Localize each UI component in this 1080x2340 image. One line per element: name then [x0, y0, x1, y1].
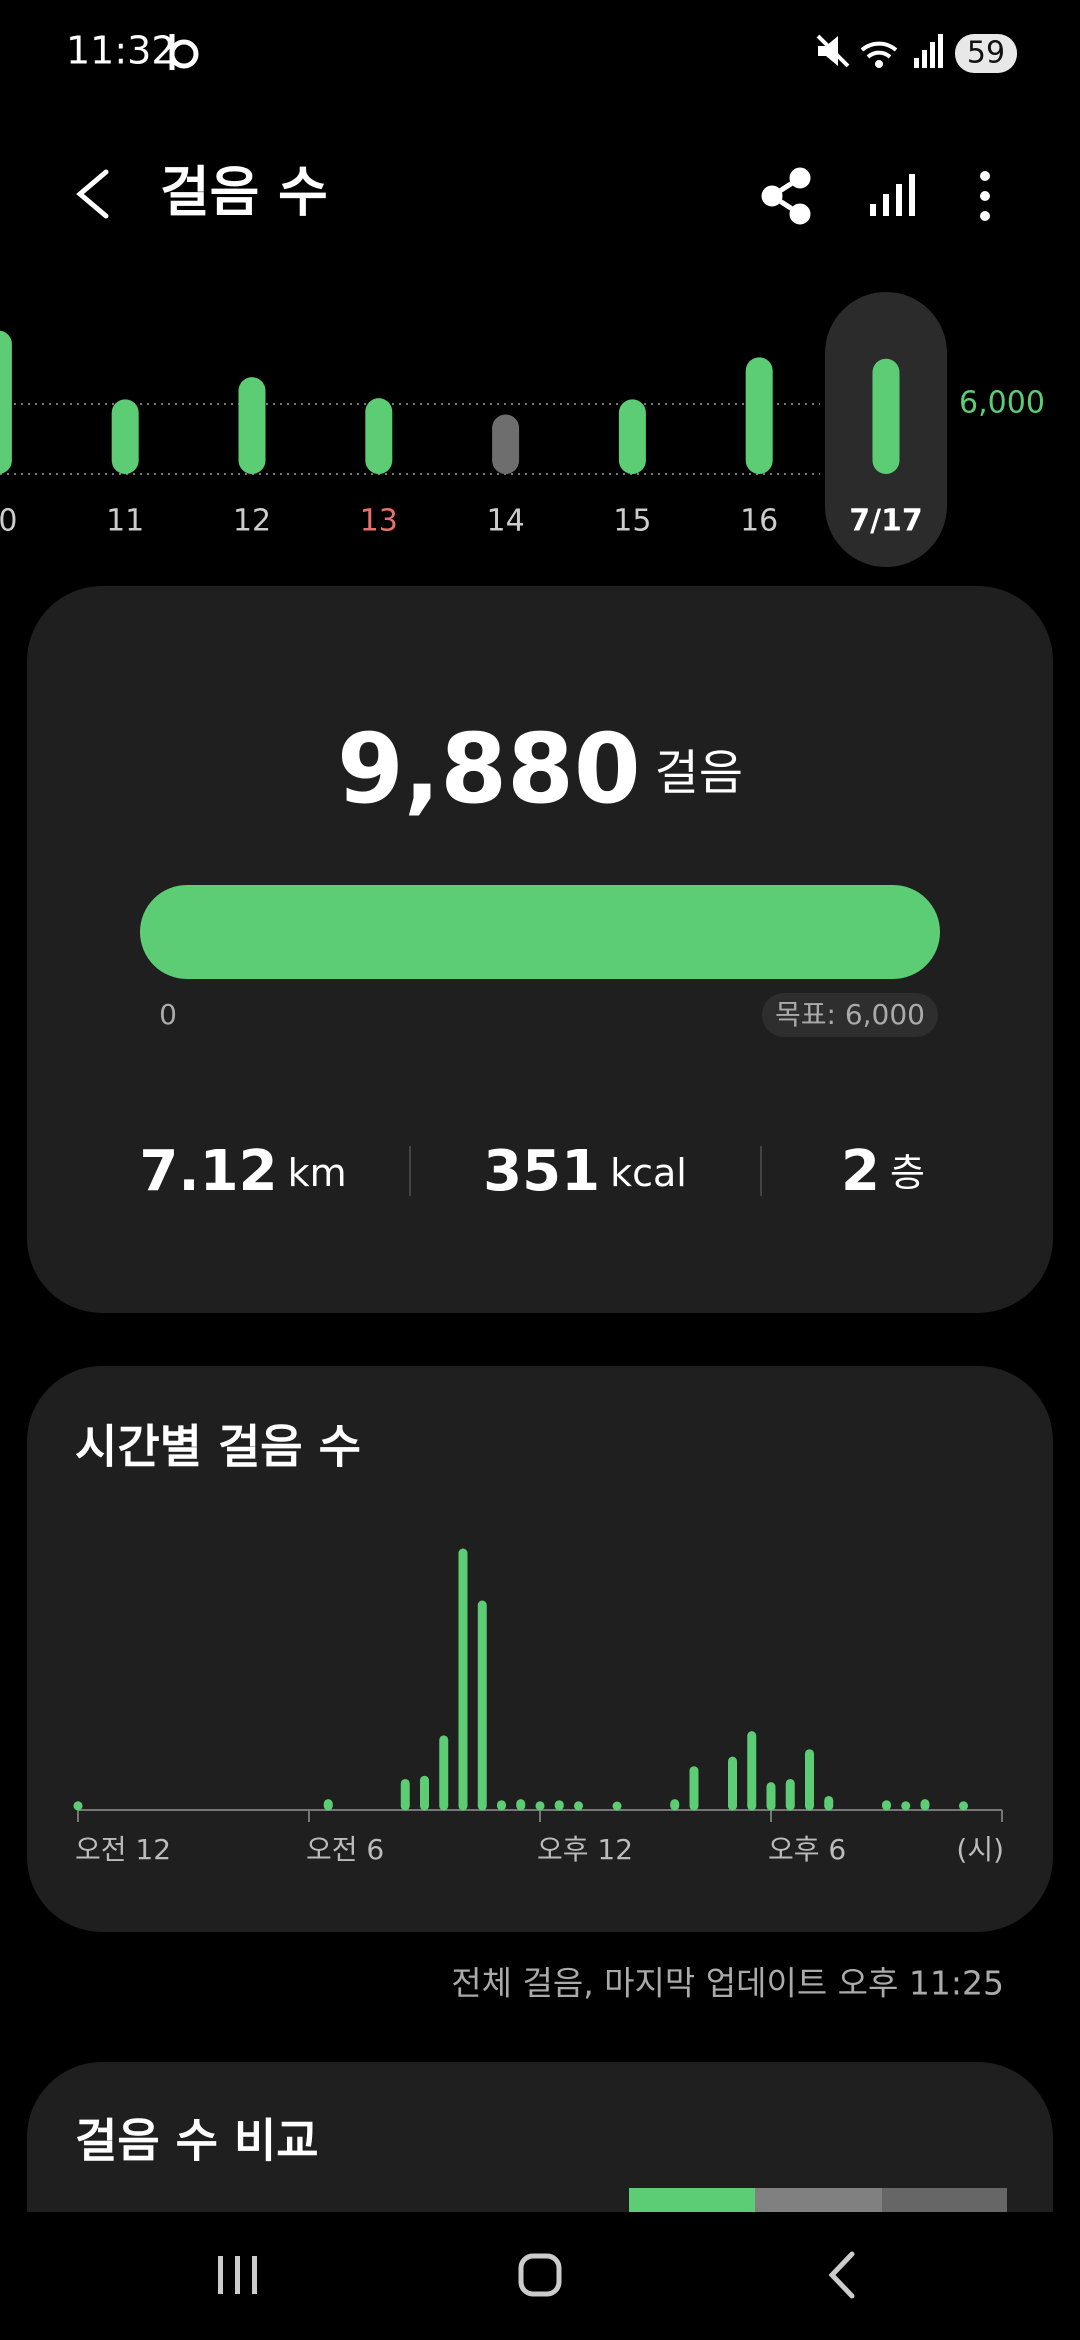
hourly-card: [27, 1366, 1053, 1932]
progress-min: 0: [159, 998, 177, 1031]
nav-home[interactable]: [518, 2253, 562, 2297]
footer-note: 전체 걸음, 마지막 업데이트 오후 11:25: [451, 1964, 1004, 2003]
compare-title: 걸음 수 비교: [75, 2114, 319, 2168]
x-tick-label: 오후 12: [537, 1833, 633, 1866]
stat: 7.12 km: [139, 1139, 346, 1204]
day-label: 15: [613, 504, 651, 539]
day-bar: [111, 399, 139, 474]
nav-back[interactable]: [828, 2251, 855, 2299]
more-button[interactable]: [980, 171, 990, 221]
day-label: 11: [106, 504, 144, 539]
stat-unit: kcal: [610, 1151, 687, 1195]
day-bar: [492, 414, 520, 474]
goal-pill: [762, 993, 938, 1037]
day-bar: [618, 399, 646, 474]
x-tick-label: 오전 12: [75, 1833, 171, 1866]
x-tick-label: 오전 6: [306, 1833, 384, 1866]
stat: 351 kcal: [483, 1139, 687, 1204]
step-count: 9,880 걸음: [337, 713, 743, 825]
day-bar: [238, 377, 266, 474]
status-app-icon: [169, 34, 199, 70]
goal-label: 목표: 6,000: [775, 998, 925, 1031]
battery-level: 59: [967, 36, 1005, 71]
status-time: 11:32: [66, 29, 176, 73]
stat-unit: km: [288, 1151, 347, 1195]
day-bar: [0, 330, 12, 474]
progress-fill: [140, 885, 940, 979]
x-tick-label: (시): [956, 1833, 1004, 1866]
day-label: 14: [487, 504, 525, 539]
nav-bar: [0, 2212, 1080, 2340]
hourly-title: 시간별 걸음 수: [75, 1420, 361, 1474]
page-title: 걸음 수: [160, 161, 328, 224]
compare-bar: [755, 2188, 882, 2212]
day-label: 10: [0, 504, 17, 539]
stat-unit: 층: [890, 1151, 925, 1195]
status-icons: [816, 34, 943, 68]
step-count-unit: 걸음: [655, 745, 743, 801]
chart-button[interactable]: [870, 174, 915, 216]
stat-value: 7.12: [139, 1139, 277, 1204]
share-button[interactable]: [761, 167, 811, 225]
day-label: 16: [740, 504, 778, 539]
day-label: 13: [360, 504, 398, 539]
battery: [955, 34, 1017, 73]
day-bar: [745, 357, 773, 474]
day-bar: [365, 398, 393, 474]
goal-label: 6,000: [959, 386, 1045, 421]
step-count-value: 9,880: [337, 713, 641, 825]
x-tick-label: 오후 6: [768, 1833, 846, 1866]
compare-bar: [882, 2188, 1007, 2212]
day-label: 12: [233, 504, 271, 539]
stat-value: 351: [483, 1139, 600, 1204]
nav-recent[interactable]: [218, 2256, 257, 2294]
compare-bar: [629, 2188, 755, 2212]
day-bar: [872, 358, 900, 474]
stat-value: 2: [841, 1139, 880, 1204]
day-label: 7/17: [849, 504, 923, 539]
back-button[interactable]: [76, 169, 109, 219]
